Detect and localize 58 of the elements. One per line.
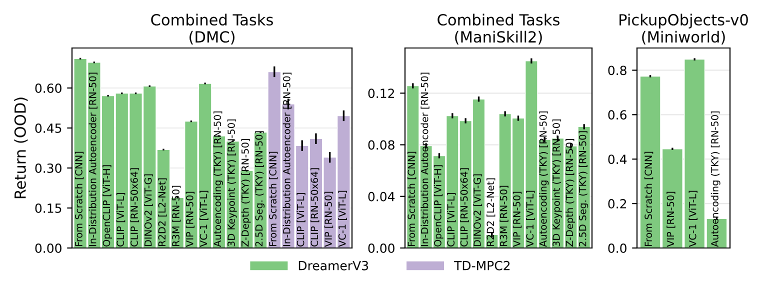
- category-label: 2.5D Seg. (TKY) [RN-50]: [578, 131, 588, 246]
- y-tick-label: 0.60: [35, 83, 62, 93]
- category-label: CLIP [ViT-L]: [116, 193, 126, 246]
- category-label: From Scratch [CNN]: [408, 152, 416, 246]
- y-tick-label: 0.08: [368, 140, 394, 150]
- legend-label: DreamerV3: [298, 260, 368, 270]
- category-label: From Scratch [CNN]: [644, 152, 654, 246]
- category-label: Autoencoding (TKY) [RN-50]: [710, 111, 720, 247]
- category-label: VC-1 [ViT-L]: [688, 190, 698, 247]
- category-label: VIP [RN-50]: [324, 192, 334, 247]
- chart-title: Combined Tasks (DMC): [151, 14, 273, 44]
- category-label: VC-1 [ViT-L]: [526, 190, 535, 247]
- y-tick-label: 0.00: [368, 243, 394, 253]
- category-label: Autoencoding (TKY) [RN-50]: [539, 111, 549, 247]
- chart-title: PickupObjects-v0 (Miniworld): [620, 14, 748, 44]
- category-label: R3M [RN-50]: [500, 186, 508, 246]
- category-label: From Scratch [CNN]: [74, 152, 84, 246]
- y-tick-label: 0.4: [608, 154, 627, 164]
- category-label: VC-1 [ViT-L]: [338, 190, 347, 247]
- category-label: R2D2 [L2-Net]: [158, 178, 167, 246]
- category-label: 3D Keypoint (TKY) [RN-50]: [227, 119, 237, 246]
- category-label: OpenCLIP [ViT-H]: [434, 165, 444, 246]
- y-tick-label: 0.45: [35, 123, 62, 133]
- y-tick-label: 0.04: [368, 192, 395, 202]
- category-label: CLIP [RN-50x64]: [460, 168, 469, 246]
- category-label: 3D Keypoint (TKY) [RN-50]: [552, 119, 562, 246]
- category-label: DINOv2 [ViT-G]: [473, 174, 482, 246]
- y-tick-label: 0.00: [35, 243, 62, 253]
- category-label: VIP [RN-50]: [512, 192, 522, 247]
- category-label: VC-1 [ViT-L]: [200, 190, 208, 247]
- category-label: In-Distribution Autoencoder [RN-50]: [88, 72, 98, 246]
- category-label: R2D2 [L2-Net]: [486, 178, 496, 246]
- y-tick-label: 0.12: [368, 88, 394, 98]
- legend-label: TD-MPC2: [454, 260, 510, 270]
- category-label: VIP [RN-50]: [666, 192, 676, 247]
- category-label: CLIP [RN-50x64]: [130, 168, 140, 246]
- y-tick-label: 0.30: [35, 163, 62, 173]
- category-label: From Scratch [CNN]: [268, 152, 278, 246]
- category-label: VIP [RN-50]: [186, 192, 194, 247]
- category-label: R3M [RN-50]: [172, 186, 181, 246]
- category-label: DINOv2 [ViT-G]: [144, 174, 153, 246]
- category-label: OpenCLIP [ViT-H]: [102, 165, 112, 246]
- category-label: Z-Depth (TKY) [RN-50]: [566, 139, 575, 247]
- y-tick-label: 0.8: [608, 66, 626, 76]
- y-tick-label: 0.0: [608, 243, 626, 253]
- y-tick-label: 0.2: [608, 199, 626, 208]
- y-tick-label: 0.6: [608, 110, 626, 120]
- category-label: In-Distribution Autoencoder [RN-50]: [282, 72, 292, 246]
- category-label: CLIP [RN-50x64]: [310, 168, 320, 246]
- category-label: Z-Depth (TKY) [RN-50]: [241, 139, 251, 247]
- category-label: Autoencoding (TKY) [RN-50]: [214, 111, 223, 247]
- chart-title: Combined Tasks (ManiSkill2): [438, 14, 560, 44]
- y-axis-title: Return (OOD): [14, 98, 28, 198]
- category-label: In-Distribution Autoencoder [RN-50]: [420, 72, 430, 246]
- category-label: CLIP [ViT-L]: [296, 193, 306, 246]
- category-label: 2.5D Seg. (TKY) [RN-50]: [255, 131, 265, 246]
- y-tick-label: 0.15: [35, 203, 62, 213]
- category-label: CLIP [ViT-L]: [447, 193, 456, 246]
